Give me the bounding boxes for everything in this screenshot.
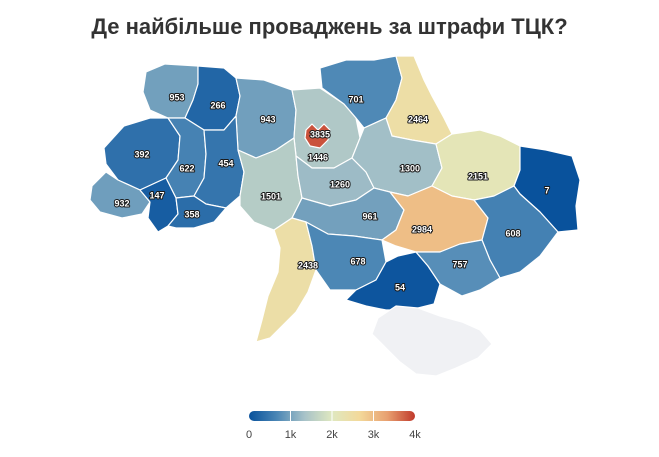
region-label-poltava: 1300 xyxy=(400,163,420,173)
region-label-chernihiv: 701 xyxy=(348,94,363,104)
region-crimea[interactable] xyxy=(371,305,493,377)
region-kyiv-city[interactable] xyxy=(304,123,331,149)
labels-layer: 953 266 943 1446 3835 701 2464 392 622 454 932 147 3… xyxy=(113,91,550,293)
region-khmelnytskyi[interactable] xyxy=(193,115,245,209)
map-title: Де найбільше проваджень за штрафи ТЦК? xyxy=(91,14,568,39)
region-label-khmelnytskyi: 454 xyxy=(218,158,233,168)
region-label-kirovohrad: 961 xyxy=(362,211,377,221)
region-label-volyn: 953 xyxy=(169,92,184,102)
region-label-dnipropetrovsk: 2984 xyxy=(412,224,432,234)
legend-tick-label: 4k xyxy=(409,429,421,441)
regions-layer xyxy=(89,55,581,377)
legend-tick-label: 0 xyxy=(246,429,252,441)
region-label-ivano-frankivsk: 147 xyxy=(149,190,164,200)
region-label-chernivtsi: 358 xyxy=(184,209,199,219)
region-label-zakarpattia: 932 xyxy=(114,198,129,208)
region-label-vinnytsia: 1501 xyxy=(261,191,281,201)
region-label-ternopil: 622 xyxy=(179,163,194,173)
region-odesa[interactable] xyxy=(255,217,317,343)
region-label-luhansk: 7 xyxy=(544,185,549,195)
region-donetsk[interactable] xyxy=(473,185,559,279)
region-chernivtsi[interactable] xyxy=(167,195,227,229)
region-label-mykolaiv: 678 xyxy=(350,256,365,266)
region-label-lviv: 392 xyxy=(134,149,149,159)
region-label-rivne: 266 xyxy=(210,100,225,110)
legend-tick-label: 1k xyxy=(285,429,297,441)
region-label-sumy: 2464 xyxy=(408,114,428,124)
legend-ticks: 0 1k 2k 3k 4k xyxy=(246,411,421,441)
region-zakarpattia[interactable] xyxy=(89,171,151,219)
region-label-kharkiv: 2151 xyxy=(468,171,488,181)
region-zaporizhzhia[interactable] xyxy=(415,239,501,297)
region-label-zaporizhzhia: 757 xyxy=(452,259,467,269)
region-label-kyiv-oblast: 1446 xyxy=(308,152,328,162)
legend-tick-label: 3k xyxy=(368,429,380,441)
color-legend: 0 1k 2k 3k 4k xyxy=(246,411,421,441)
legend-tick-label: 2k xyxy=(326,429,338,441)
region-label-kyiv-city: 3835 xyxy=(310,129,330,139)
region-label-kherson: 54 xyxy=(395,282,405,292)
region-label-cherkasy: 1260 xyxy=(330,179,350,189)
region-label-zhytomyr: 943 xyxy=(260,114,275,124)
region-label-donetsk: 608 xyxy=(505,228,520,238)
region-label-odesa: 2438 xyxy=(298,260,318,270)
region-luhansk[interactable] xyxy=(513,145,581,233)
